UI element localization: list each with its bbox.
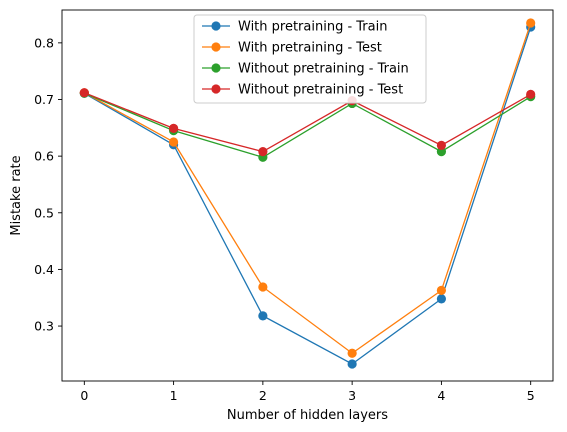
legend-entry: Without pretraining - Train [202, 62, 409, 77]
data-point [436, 285, 447, 295]
y-tick-label: 0.3 [34, 319, 54, 334]
legend-box [193, 14, 427, 104]
data-point [436, 140, 447, 150]
data-point [168, 137, 179, 147]
series-line [84, 92, 532, 158]
data-point [79, 88, 89, 98]
data-point [526, 18, 536, 28]
data-point [347, 359, 357, 369]
legend-entry: With pretraining - Train [202, 20, 387, 35]
x-axis-label: Number of hidden layers [227, 408, 388, 423]
legend-label: Without pretraining - Train [238, 62, 409, 77]
y-tick-label: 0.6 [34, 149, 54, 164]
y-tick-label: 0.8 [34, 35, 54, 50]
data-point [526, 89, 536, 99]
x-tick-label: 5 [527, 388, 535, 403]
x-tick-label: 1 [170, 388, 178, 403]
legend-entry: With pretraining - Test [202, 41, 382, 56]
series-line [84, 92, 532, 153]
legend-label: Without pretraining - Test [238, 83, 403, 98]
legend: With pretraining - Train With pretraining… [193, 14, 427, 104]
plot-frame [61, 9, 554, 382]
data-point [258, 282, 268, 292]
data-point [347, 348, 357, 358]
data-point [168, 123, 179, 133]
y-tick-label: 0.4 [34, 262, 54, 277]
data-point [436, 294, 447, 304]
series-line [84, 22, 532, 355]
data-point [258, 311, 268, 321]
legend-label: With pretraining - Test [238, 41, 382, 56]
series-4 [79, 88, 536, 157]
legend-label: With pretraining - Train [238, 20, 387, 35]
data-point [258, 147, 268, 157]
y-axis-label: Mistake rate [9, 155, 24, 235]
ticks-layer: 0 1 2 3 4 5 0.3 0.4 0.5 0.6 0.7 0.8 [34, 35, 535, 403]
legend-marker [211, 42, 221, 52]
x-tick-label: 0 [80, 388, 88, 403]
y-tick-label: 0.7 [34, 92, 54, 107]
x-tick-label: 4 [437, 388, 445, 403]
legend-marker [211, 84, 221, 94]
legend-marker [211, 21, 221, 31]
series-layer [79, 18, 536, 369]
x-tick-label: 2 [259, 388, 267, 403]
legend-marker [211, 63, 221, 73]
series-line [83, 26, 532, 365]
x-tick-label: 3 [348, 388, 356, 403]
y-tick-label: 0.5 [34, 205, 54, 220]
legend-entry: Without pretraining - Test [202, 83, 403, 98]
